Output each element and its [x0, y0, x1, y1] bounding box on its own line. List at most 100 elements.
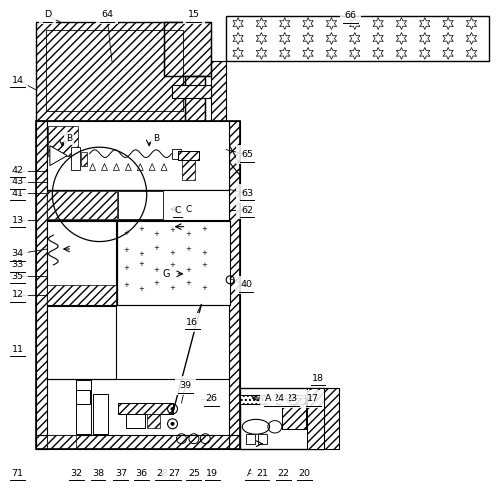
Text: 12: 12	[12, 290, 24, 299]
Bar	[245, 434, 255, 444]
Polygon shape	[326, 47, 336, 59]
Text: +: +	[153, 231, 159, 237]
Circle shape	[170, 422, 174, 426]
Bar	[226, 15, 488, 61]
Polygon shape	[113, 163, 119, 170]
Bar	[46, 30, 182, 111]
Bar	[228, 121, 239, 449]
Text: +: +	[185, 246, 191, 252]
Bar	[323, 388, 339, 449]
Polygon shape	[442, 32, 452, 44]
Bar	[185, 76, 205, 121]
Polygon shape	[326, 32, 336, 44]
Bar	[171, 85, 211, 98]
Polygon shape	[101, 163, 107, 170]
Text: 35: 35	[12, 272, 24, 281]
Bar	[47, 190, 228, 220]
Text: G: G	[162, 269, 170, 279]
Text: +: +	[138, 226, 143, 232]
Text: 34: 34	[12, 249, 24, 258]
Bar	[47, 435, 76, 449]
Text: +: +	[123, 282, 129, 288]
Text: 22: 22	[277, 469, 289, 478]
Polygon shape	[232, 32, 243, 44]
Polygon shape	[326, 17, 336, 29]
Text: +: +	[169, 262, 175, 268]
Text: 36: 36	[135, 469, 147, 478]
Bar	[171, 149, 181, 159]
Bar	[228, 121, 239, 449]
Text: 37: 37	[115, 469, 127, 478]
Text: 39: 39	[179, 381, 191, 390]
Text: 41: 41	[12, 189, 24, 198]
Text: 33: 33	[12, 260, 24, 269]
Polygon shape	[395, 32, 406, 44]
Polygon shape	[349, 32, 359, 44]
Text: 66: 66	[344, 11, 356, 20]
Polygon shape	[372, 47, 383, 59]
Text: 20: 20	[298, 469, 310, 478]
Text: +: +	[123, 247, 129, 253]
Polygon shape	[256, 32, 266, 44]
Text: 65: 65	[240, 150, 253, 159]
Polygon shape	[279, 32, 290, 44]
Polygon shape	[302, 32, 313, 44]
Bar	[47, 221, 116, 305]
Text: +: +	[138, 286, 143, 292]
Bar	[171, 85, 211, 98]
Text: +: +	[169, 250, 175, 256]
Polygon shape	[302, 47, 313, 59]
Text: 23: 23	[285, 394, 297, 403]
Text: 62: 62	[240, 206, 253, 215]
Bar	[306, 388, 323, 449]
Text: +: +	[200, 226, 206, 232]
Bar	[164, 21, 211, 76]
Bar	[178, 151, 199, 160]
Text: 11: 11	[12, 345, 24, 354]
Text: B: B	[66, 134, 72, 143]
Text: C: C	[174, 206, 180, 215]
Bar	[306, 388, 323, 449]
Text: A: A	[246, 469, 253, 478]
Bar	[118, 403, 172, 414]
Polygon shape	[232, 17, 243, 29]
Polygon shape	[161, 163, 167, 170]
Polygon shape	[137, 163, 143, 170]
Bar	[323, 388, 339, 449]
Bar	[76, 380, 91, 434]
Polygon shape	[419, 47, 429, 59]
Text: 43: 43	[12, 177, 24, 186]
Bar	[47, 285, 116, 305]
Polygon shape	[442, 17, 452, 29]
Bar	[76, 390, 90, 404]
Text: C: C	[185, 205, 191, 214]
Bar	[164, 21, 211, 76]
Polygon shape	[465, 47, 476, 59]
Polygon shape	[125, 163, 131, 170]
Polygon shape	[279, 17, 290, 29]
Text: 32: 32	[70, 469, 82, 478]
Text: +: +	[123, 230, 129, 236]
Bar	[93, 394, 108, 434]
Text: 15: 15	[187, 10, 199, 19]
Bar	[47, 121, 228, 190]
Polygon shape	[442, 47, 452, 59]
Text: A: A	[265, 394, 271, 403]
Text: +: +	[138, 251, 143, 257]
Bar	[47, 306, 116, 379]
Text: 40: 40	[239, 280, 252, 289]
Bar	[178, 151, 199, 160]
Bar	[185, 76, 205, 121]
Polygon shape	[349, 47, 359, 59]
Circle shape	[170, 407, 174, 411]
Bar	[258, 434, 267, 444]
Text: 64: 64	[101, 10, 113, 19]
Polygon shape	[256, 47, 266, 59]
Text: +: +	[123, 265, 129, 271]
Text: +: +	[200, 262, 206, 268]
Text: +: +	[153, 267, 159, 273]
Bar	[239, 388, 323, 449]
Polygon shape	[279, 47, 290, 59]
Text: +: +	[185, 267, 191, 273]
Bar	[239, 395, 304, 404]
